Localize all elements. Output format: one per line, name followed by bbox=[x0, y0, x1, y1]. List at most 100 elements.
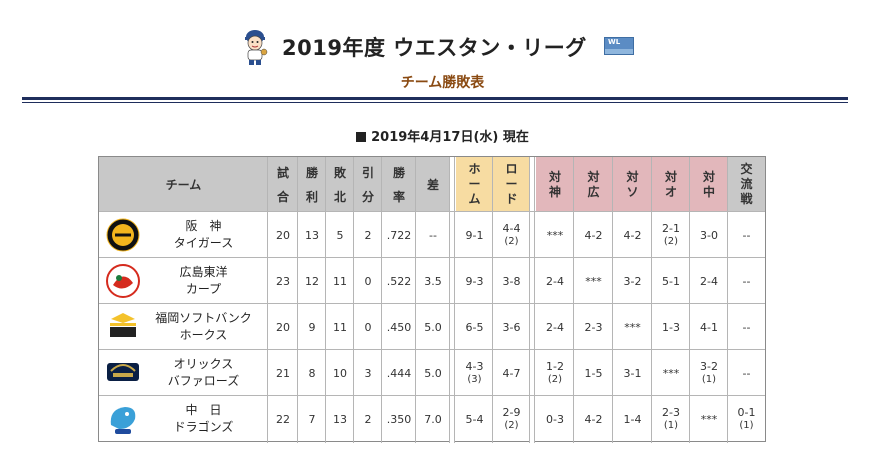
cell-vs2: 3-1 bbox=[613, 350, 652, 396]
cell-value: 12 bbox=[305, 274, 319, 288]
header-label-char: ー bbox=[505, 177, 518, 191]
header-label-char: 神 bbox=[548, 184, 561, 199]
header-label: チーム bbox=[165, 178, 202, 192]
cell-value: *** bbox=[700, 412, 718, 426]
cell-draws: 0 bbox=[354, 258, 382, 304]
cell-wins: 13 bbox=[298, 212, 326, 258]
cell-losses: 13 bbox=[326, 396, 354, 442]
header-label-char: ム bbox=[468, 192, 481, 206]
cell-value: 4-7 bbox=[502, 366, 521, 380]
header-label-char: オ bbox=[664, 184, 677, 199]
cell-value: 2-9 bbox=[502, 406, 521, 419]
header-label-char: 勝 bbox=[392, 165, 405, 180]
header-label-char: 勝 bbox=[305, 165, 318, 180]
header-label-char: 合 bbox=[276, 189, 289, 204]
cell-value: 3-2 bbox=[700, 360, 718, 373]
cell-value: 9-3 bbox=[465, 274, 484, 288]
as-of-date: 2019年4月17日(水) 現在 bbox=[371, 130, 529, 145]
cell-value: 5-4 bbox=[465, 412, 484, 426]
grid-line-vertical bbox=[353, 157, 354, 443]
cell-value: 7 bbox=[308, 412, 316, 426]
wl-logo-stripe bbox=[605, 49, 633, 54]
team-name-line1: 中 日 bbox=[185, 403, 222, 417]
cell-value: *** bbox=[585, 274, 602, 288]
cell-gb: 5.0 bbox=[416, 350, 450, 396]
team-name-line1: 広島東洋 bbox=[179, 265, 228, 279]
cell-subvalue: (1) bbox=[739, 420, 754, 431]
header-inter: 交流戦 bbox=[728, 157, 765, 212]
header-label-char: ソ bbox=[626, 184, 639, 199]
cell-value: 11 bbox=[333, 320, 347, 334]
header-vs2: 対ソ bbox=[613, 157, 652, 212]
cell-home: 9-1 bbox=[456, 212, 493, 258]
grid-line-vertical bbox=[492, 157, 493, 443]
team-name[interactable]: オリックス バファローズ bbox=[168, 356, 239, 390]
cell-vs1: *** bbox=[574, 258, 613, 304]
cell-gb: 3.5 bbox=[416, 258, 450, 304]
grid-line-vertical bbox=[381, 157, 382, 443]
cell-value: 4-1 bbox=[700, 320, 718, 334]
cell-value: 4-4 bbox=[502, 222, 521, 235]
cell-value: 5-1 bbox=[662, 274, 680, 288]
header-label-char: 交 bbox=[740, 162, 753, 176]
cell-gb: -- bbox=[416, 212, 450, 258]
cell-value: 5 bbox=[336, 228, 344, 242]
cell-value: 3-1 bbox=[623, 366, 642, 380]
cell-value: 13 bbox=[305, 228, 319, 242]
cell-value: 1-4 bbox=[623, 412, 642, 426]
cell-draws: 3 bbox=[354, 350, 382, 396]
cell-games: 23 bbox=[268, 258, 298, 304]
header-label-char: 敗 bbox=[333, 165, 346, 180]
cell-inter: -- bbox=[728, 258, 765, 304]
cell-vs4: 3-0 bbox=[690, 212, 728, 258]
cell-value: 2-1 bbox=[662, 222, 680, 235]
team-name[interactable]: 広島東洋 カープ bbox=[179, 264, 227, 298]
cell-value: 4-3 bbox=[465, 360, 484, 373]
cell-value: 8 bbox=[308, 366, 316, 380]
cell-pct: .722 bbox=[382, 212, 416, 258]
cell-road: 4-4 (2) bbox=[493, 212, 530, 258]
header-label-char: 広 bbox=[587, 184, 600, 199]
grid-line-horizontal bbox=[99, 349, 765, 350]
header-vs0: 対神 bbox=[536, 157, 574, 212]
cell-value: 3.5 bbox=[424, 274, 442, 288]
page-subtitle: チーム勝敗表 bbox=[400, 75, 485, 91]
cell-subvalue: (1) bbox=[701, 374, 717, 385]
team-name[interactable]: 阪 神タイガース bbox=[174, 218, 233, 252]
grid-line-vertical bbox=[267, 157, 268, 443]
header-vs3: 対オ bbox=[652, 157, 690, 212]
cell-inter: 0-1 (1) bbox=[728, 396, 765, 442]
cell-vs1: 4-2 bbox=[574, 396, 613, 442]
cell-vs1: 4-2 bbox=[574, 212, 613, 258]
cell-value: 20 bbox=[276, 320, 290, 334]
cell-vs0: 2-4 bbox=[536, 258, 574, 304]
cell-value: .522 bbox=[386, 274, 412, 288]
cell-value: 2 bbox=[364, 228, 372, 242]
header-games: 試合 bbox=[268, 157, 298, 212]
header-divider-thin bbox=[22, 102, 848, 103]
cell-losses: 10 bbox=[326, 350, 354, 396]
cell-value: 4-2 bbox=[623, 228, 642, 242]
grid-line-horizontal bbox=[99, 395, 765, 396]
cell-road: 3-8 bbox=[493, 258, 530, 304]
cell-vs0: *** bbox=[536, 212, 574, 258]
cell-value: .444 bbox=[386, 366, 412, 380]
hawks-logo-icon bbox=[108, 313, 138, 341]
cell-value: 2-4 bbox=[700, 274, 718, 288]
wl-logo-text: WL bbox=[608, 38, 621, 46]
header-label-char: ー bbox=[468, 177, 481, 191]
cell-pct: .350 bbox=[382, 396, 416, 442]
cell-value: .722 bbox=[386, 228, 412, 242]
cell-losses: 5 bbox=[326, 212, 354, 258]
cell-pct: .444 bbox=[382, 350, 416, 396]
mascot-icon bbox=[245, 30, 268, 65]
header-divider-thick bbox=[22, 97, 848, 100]
header-label: 差 bbox=[426, 178, 439, 192]
team-name[interactable]: 中 日ドラゴンズ bbox=[174, 402, 234, 436]
cell-subvalue: (2) bbox=[663, 236, 679, 247]
cell-value: 1-2 bbox=[546, 360, 564, 373]
cell-gb: 5.0 bbox=[416, 304, 450, 350]
cell-value: 3-2 bbox=[623, 274, 642, 288]
team-name[interactable]: 福岡ソフトバンク ホークス bbox=[155, 310, 252, 344]
cell-value: 3-6 bbox=[502, 320, 521, 334]
